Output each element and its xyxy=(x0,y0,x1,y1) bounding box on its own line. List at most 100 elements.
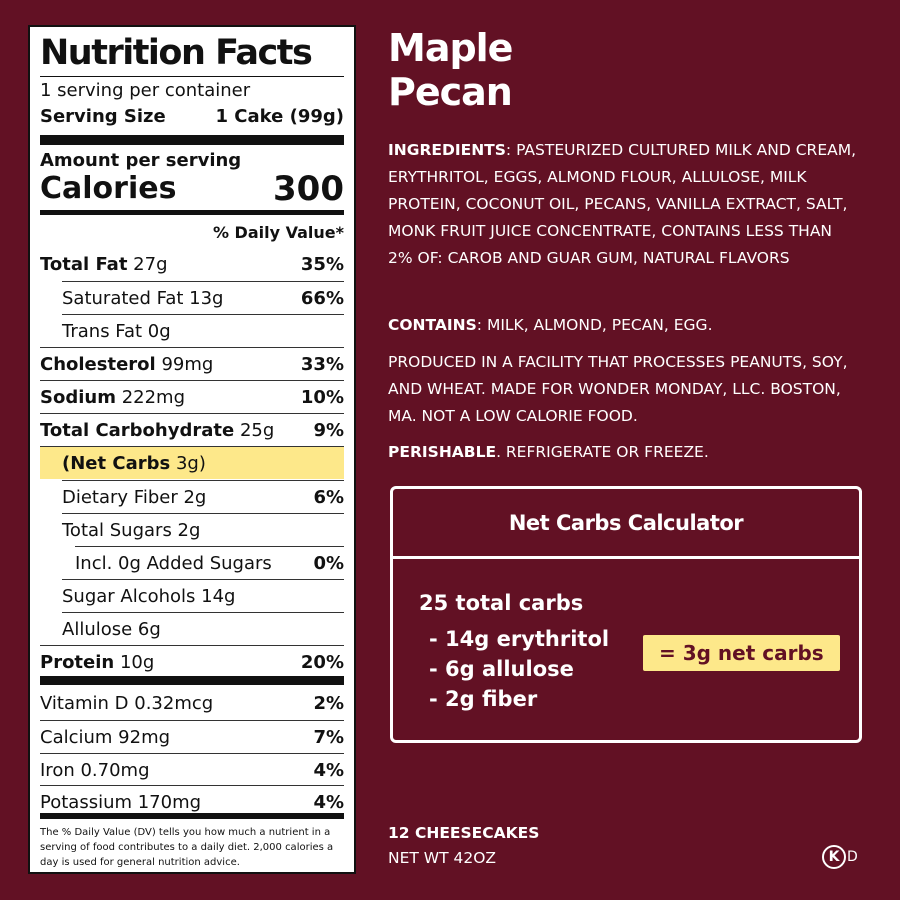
nutrient-row: Allulose 6g xyxy=(62,612,344,645)
nutrient-row: Iron 0.70mg 4% xyxy=(40,753,344,786)
nutrient-label: Iron 0.70mg xyxy=(40,759,150,781)
nutrient-label: Cholesterol xyxy=(40,353,156,375)
nutrient-label: Protein xyxy=(40,651,115,673)
nutrient-amount: 99mg xyxy=(161,353,214,375)
amount-per-serving: Amount per serving xyxy=(40,150,242,171)
nutrient-label: Saturated Fat 13g xyxy=(62,287,224,309)
nutrient-name: Total Fat 27g xyxy=(40,254,168,275)
calc-item: - 6g allulose xyxy=(429,657,574,681)
daily-value-percent: 6% xyxy=(313,486,344,508)
title-line-1: Maple xyxy=(388,26,513,70)
nutrient-name: Saturated Fat 13g xyxy=(62,288,223,309)
thick-divider xyxy=(40,135,344,145)
nutrient-label: Dietary Fiber 2g xyxy=(62,486,207,508)
nutrient-label: Calcium 92mg xyxy=(40,726,171,748)
nutrient-row: Dietary Fiber 2g 6% xyxy=(62,480,344,513)
nutrient-name: (Net Carbs 3g) xyxy=(62,453,206,474)
contains-label: CONTAINS xyxy=(388,316,477,334)
nutrient-label: Total Carbohydrate xyxy=(40,419,235,441)
product-title: Maple Pecan xyxy=(388,26,513,114)
calories-value: 300 xyxy=(273,169,344,209)
facility-statement: PRODUCED IN A FACILITY THAT PROCESSES PE… xyxy=(388,353,848,425)
nutrient-name: Cholesterol 99mg xyxy=(40,354,213,375)
nutrient-row: Protein 10g 20% xyxy=(40,645,344,678)
daily-value-percent: 20% xyxy=(300,651,344,673)
nutrient-row: Sodium 222mg 10% xyxy=(40,380,344,413)
nutrient-row: Calcium 92mg 7% xyxy=(40,720,344,753)
nutrient-label: Allulose 6g xyxy=(62,618,161,640)
daily-value-percent: 33% xyxy=(300,353,344,375)
nutrient-row: Cholesterol 99mg 33% xyxy=(40,347,344,380)
daily-value-footnote: The % Daily Value (DV) tells you how muc… xyxy=(40,827,334,868)
ingredients: INGREDIENTS: PASTEURIZED CULTURED MILK A… xyxy=(388,137,858,272)
nutrient-name: Potassium 170mg xyxy=(40,792,201,813)
daily-value-percent: 4% xyxy=(313,791,344,813)
net-carbs-calculator: Net Carbs Calculator 25 total carbs - 14… xyxy=(390,486,862,743)
nutrient-row: Trans Fat 0g xyxy=(62,314,344,347)
nutrition-facts-title: Nutrition Facts xyxy=(40,33,313,73)
net-weight: NET WT 42OZ xyxy=(388,849,497,867)
nutrient-label: Vitamin D 0.32mcg xyxy=(40,693,214,714)
nutrient-label: Total Fat xyxy=(40,254,128,275)
cheesecake-count: 12 CHEESECAKES xyxy=(388,824,540,842)
nutrient-row: Total Sugars 2g xyxy=(62,513,344,546)
nutrient-amount: 27g xyxy=(133,254,168,275)
divider xyxy=(40,210,344,215)
nutrient-row: Total Carbohydrate 25g 9% xyxy=(40,413,344,446)
servings-per-container: 1 serving per container xyxy=(40,80,251,101)
daily-value-header: % Daily Value* xyxy=(212,223,344,242)
serving-size-value: 1 Cake (99g) xyxy=(215,106,345,127)
net-carbs-result: = 3g net carbs xyxy=(643,635,840,671)
nutrient-row: Saturated Fat 13g 66% xyxy=(62,281,344,314)
contains: CONTAINS: MILK, ALMOND, PECAN, EGG. xyxy=(388,312,858,339)
thick-divider xyxy=(40,676,344,685)
nutrient-name: Protein 10g xyxy=(40,652,154,673)
nutrient-row: Total Fat 27g 35% xyxy=(40,248,344,281)
daily-value-percent: 9% xyxy=(313,419,344,441)
nutrient-label: Potassium 170mg xyxy=(40,791,202,813)
calculator-title: Net Carbs Calculator xyxy=(393,489,859,559)
daily-value-percent: 2% xyxy=(313,693,344,714)
nutrient-name: Trans Fat 0g xyxy=(62,321,171,342)
ingredients-text: : PASTEURIZED CULTURED MILK AND CREAM, E… xyxy=(388,141,857,267)
daily-value-percent: 10% xyxy=(300,386,344,408)
nutrient-amount: 25g xyxy=(239,419,275,441)
nutrient-label: Incl. 0g Added Sugars xyxy=(75,552,272,574)
thick-divider xyxy=(40,813,344,819)
nutrient-amount: 10g xyxy=(119,651,155,673)
nutrient-row: Sugar Alcohols 14g xyxy=(62,579,344,612)
nutrient-name: Iron 0.70mg xyxy=(40,760,150,781)
nutrient-name: Dietary Fiber 2g xyxy=(62,487,206,508)
nutrient-name: Incl. 0g Added Sugars xyxy=(75,553,272,574)
daily-value-percent: 66% xyxy=(300,287,344,309)
ingredients-label: INGREDIENTS xyxy=(388,141,506,159)
nutrient-name: Allulose 6g xyxy=(62,619,161,640)
total-carbs: 25 total carbs xyxy=(419,591,584,615)
calories-label: Calories xyxy=(40,171,177,206)
nutrient-label: (Net Carbs xyxy=(62,452,171,474)
title-line-2: Pecan xyxy=(388,70,513,114)
nutrient-amount: 222mg xyxy=(121,386,186,408)
daily-value-percent: 35% xyxy=(300,254,344,275)
nutrient-label: Sugar Alcohols 14g xyxy=(62,585,236,607)
nutrient-row: (Net Carbs 3g) xyxy=(40,446,344,479)
divider xyxy=(40,76,344,77)
daily-value-percent: 7% xyxy=(313,726,344,748)
nutrient-amount: 3g) xyxy=(175,452,206,474)
nutrient-row: Potassium 170mg 4% xyxy=(40,785,344,818)
nutrient-label: Trans Fat 0g xyxy=(62,320,171,342)
perishable-label: PERISHABLE xyxy=(388,443,497,461)
contains-text: : MILK, ALMOND, PECAN, EGG. xyxy=(476,316,713,334)
nutrient-label: Sodium xyxy=(40,386,116,408)
daily-value-percent: 4% xyxy=(313,759,344,781)
calc-item: - 2g fiber xyxy=(429,687,538,711)
nutrient-row: Incl. 0g Added Sugars 0% xyxy=(75,546,344,579)
dairy-suffix: D xyxy=(847,849,858,865)
nutrient-label: Total Sugars 2g xyxy=(62,519,201,541)
perishable-text: . REFRIGERATE OR FREEZE. xyxy=(496,443,709,461)
nutrient-row: Vitamin D 0.32mcg 2% xyxy=(40,687,344,720)
nutrient-name: Total Sugars 2g xyxy=(62,520,200,541)
serving-size-label: Serving Size xyxy=(40,106,166,127)
nutrient-name: Calcium 92mg xyxy=(40,727,170,748)
nutrient-name: Total Carbohydrate 25g xyxy=(40,420,274,441)
